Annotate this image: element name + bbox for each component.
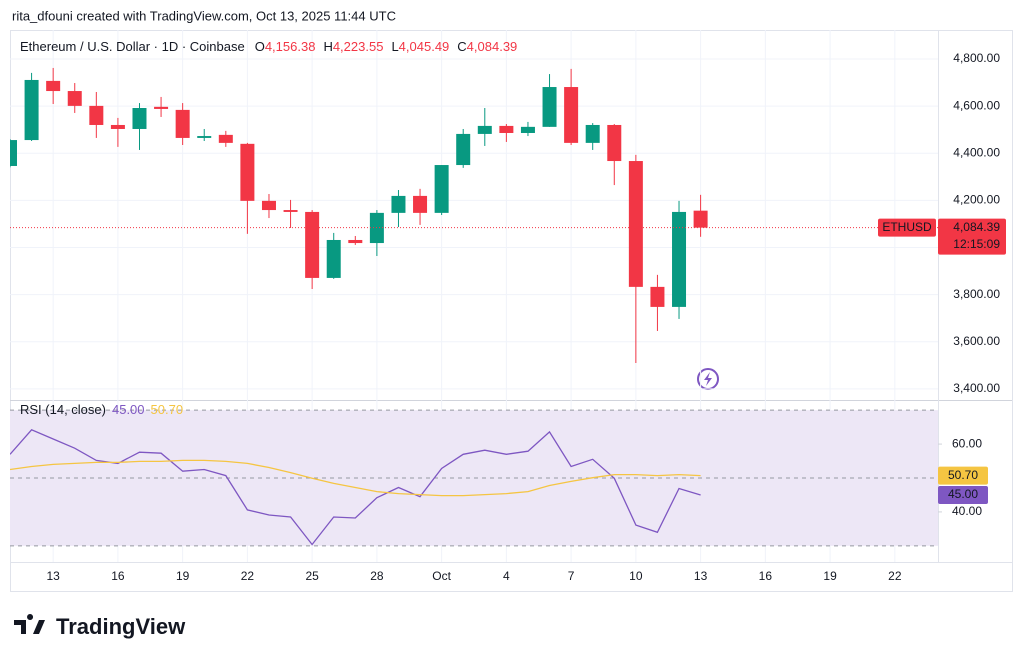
y-tick-label: 40.00: [952, 504, 982, 518]
candle-body: [305, 211, 320, 278]
legend-value: 4,045.49: [399, 39, 450, 54]
x-tick-label: Oct: [432, 569, 451, 583]
y-tick-label: 3,600.00: [953, 334, 1000, 348]
value-tag: [938, 466, 988, 485]
candle-body: [413, 195, 428, 213]
candle-body: [24, 79, 39, 141]
x-tick-label: 4: [503, 569, 510, 583]
candle-body: [434, 165, 449, 213]
rsi-legend: RSI (14, close) 45.00 50.70: [20, 402, 183, 417]
candle-body: [10, 140, 17, 166]
x-tick-label: 19: [823, 569, 837, 583]
candle-body: [672, 211, 687, 307]
candle-body: [197, 136, 212, 138]
x-tick-label: 19: [176, 569, 190, 583]
logo: TradingView: [14, 614, 186, 639]
x-tick-label: 7: [568, 569, 575, 583]
rsi-line: [10, 459, 701, 497]
x-tick-label: 16: [111, 569, 125, 583]
candle-body: [348, 239, 363, 244]
attribution: rita_dfouni created with TradingView.com…: [12, 8, 396, 23]
value-tag-label: 50.70: [948, 468, 978, 482]
x-tick-label: 25: [305, 569, 319, 583]
x-tick-label: 28: [370, 569, 384, 583]
brand: TradingView: [56, 614, 186, 639]
candle-body: [391, 195, 406, 213]
legend-title: Ethereum / U.S. Dollar · 1D · Coinbase: [20, 39, 245, 54]
x-tick-label: 13: [694, 569, 708, 583]
candle-body: [261, 200, 276, 211]
y-tick-label: 4,600.00: [953, 98, 1000, 112]
legend-key: O: [255, 39, 265, 54]
legend-value: 4,156.38: [265, 39, 316, 54]
x-tick-label: 22: [888, 569, 902, 583]
symbol-label: ETHUSD: [882, 220, 932, 234]
y-tick-label: 4,800.00: [953, 51, 1000, 65]
value-tag-label: 45.00: [948, 487, 978, 501]
legend: Ethereum / U.S. Dollar · 1D · Coinbase O4…: [20, 39, 517, 54]
legend-value: 4,223.55: [333, 39, 384, 54]
x-tick-label: 22: [241, 569, 255, 583]
rsi-title: RSI (14, close): [20, 402, 106, 417]
candle-body: [326, 239, 341, 278]
y-tick-label: 3,400.00: [953, 381, 1000, 395]
rsi-line: [10, 429, 701, 546]
legend-value: 4,084.39: [467, 39, 518, 54]
value-tag: [938, 485, 988, 504]
candle-body: [132, 108, 147, 129]
legend-key: H: [323, 39, 332, 54]
candle-body: [650, 286, 665, 307]
candle-body: [240, 143, 255, 201]
candle-body: [693, 210, 708, 228]
y-tick-label: 60.00: [952, 436, 982, 450]
legend-value: 50.70: [151, 402, 184, 417]
x-tick-label: 10: [629, 569, 643, 583]
candle-body: [154, 106, 169, 109]
y-tick-label: 4,200.00: [953, 193, 1000, 207]
candle-body: [585, 124, 600, 143]
rsi-pane: [10, 409, 938, 547]
candle-body: [499, 125, 514, 133]
x-tick-label: 16: [759, 569, 773, 583]
candle-body: [564, 87, 579, 143]
candle-body: [477, 125, 492, 134]
legend-key: C: [457, 39, 466, 54]
price-tag: [938, 218, 1006, 255]
candle-body: [456, 133, 471, 166]
icon-bolt: [704, 372, 712, 386]
candle-body: [67, 91, 82, 106]
candle-body: [542, 87, 557, 127]
candle-body: [175, 109, 190, 138]
candle-body: [283, 210, 298, 212]
candle-body: [46, 80, 61, 92]
symbol-tag: [878, 218, 936, 237]
logo-mark: [14, 614, 45, 634]
legend-value: 45.00: [112, 402, 145, 417]
candle-body: [520, 126, 535, 133]
candle-body: [89, 105, 104, 125]
candle-body: [110, 124, 125, 129]
candle-body: [218, 134, 233, 143]
countdown-label: 12:15:09: [953, 237, 1000, 251]
x-tick-label: 13: [46, 569, 60, 583]
price-label: 4,084.39: [953, 220, 1000, 234]
y-tick-label: 3,800.00: [953, 287, 1000, 301]
candle-body: [607, 124, 622, 162]
candle-body: [628, 161, 643, 287]
chart-frame: [10, 30, 1013, 592]
legend-key: L: [391, 39, 398, 54]
y-tick-label: 4,400.00: [953, 145, 1000, 159]
